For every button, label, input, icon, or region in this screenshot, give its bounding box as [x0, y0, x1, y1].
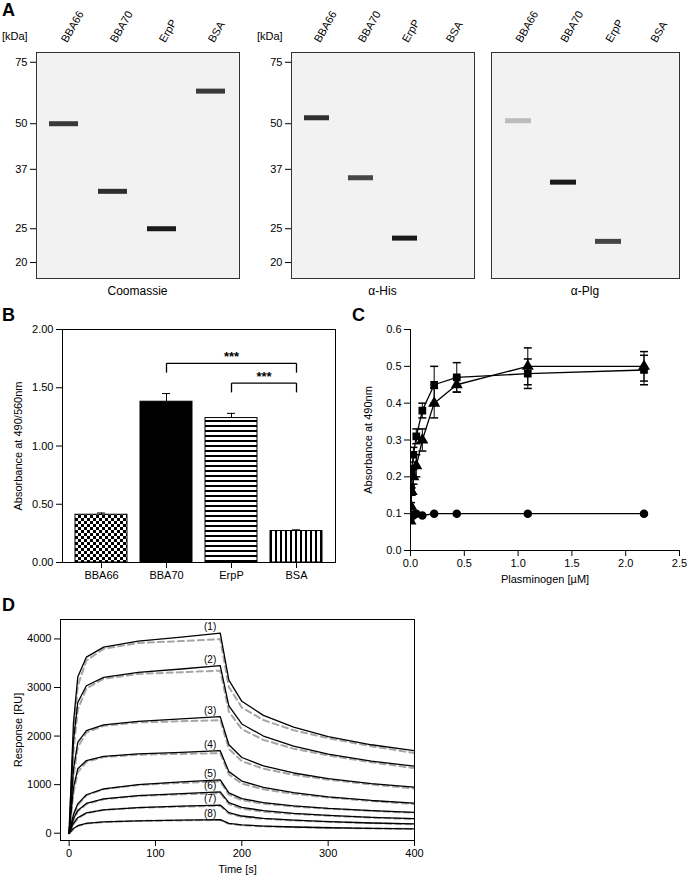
svg-text:0.5: 0.5 [386, 360, 401, 372]
svg-text:300: 300 [319, 847, 337, 859]
svg-text:0.1: 0.1 [386, 507, 401, 519]
svg-text:BBA70: BBA70 [558, 9, 586, 45]
html-text:[kDa]: [kDa] [257, 30, 283, 42]
svg-text:3000: 3000 [27, 681, 51, 693]
svg-text:***: *** [224, 349, 240, 364]
svg-text:20: 20 [270, 256, 282, 268]
svg-text:20: 20 [15, 256, 27, 268]
svg-text:Response [RU]: Response [RU] [12, 693, 24, 768]
svg-text:BBA66: BBA66 [311, 9, 339, 45]
svg-text:50: 50 [15, 117, 27, 129]
svg-text:(8): (8) [204, 808, 216, 819]
svg-text:ErpP: ErpP [156, 17, 179, 44]
svg-text:ErpP: ErpP [219, 569, 243, 581]
html-text:D: D [2, 595, 15, 615]
svg-text:25: 25 [15, 222, 27, 234]
html-text:C: C [352, 305, 365, 325]
svg-text:37: 37 [270, 163, 282, 175]
svg-text:(1): (1) [204, 621, 216, 632]
svg-text:(7): (7) [204, 793, 216, 804]
svg-text:BBA70: BBA70 [107, 9, 135, 45]
svg-text:BBA66: BBA66 [84, 569, 118, 581]
svg-text:ErpP: ErpP [603, 17, 626, 44]
svg-text:25: 25 [270, 222, 282, 234]
svg-text:1.5: 1.5 [564, 557, 579, 569]
svg-text:1000: 1000 [27, 778, 51, 790]
svg-text:1.0: 1.0 [510, 557, 525, 569]
svg-text:BBA70: BBA70 [149, 569, 183, 581]
svg-text:0.3: 0.3 [386, 434, 401, 446]
svg-text:2.5: 2.5 [672, 557, 687, 569]
svg-text:50: 50 [270, 117, 282, 129]
html-text:B: B [2, 305, 15, 325]
svg-text:0.2: 0.2 [386, 470, 401, 482]
svg-text:BSA: BSA [205, 19, 227, 45]
html-text:A: A [2, 0, 15, 20]
svg-text:0: 0 [45, 827, 51, 839]
svg-text:ErpP: ErpP [399, 17, 422, 44]
svg-text:(4): (4) [204, 739, 216, 750]
svg-text:0.0: 0.0 [403, 557, 418, 569]
svg-text:200: 200 [233, 847, 251, 859]
svg-text:(6): (6) [204, 780, 216, 791]
svg-text:0.6: 0.6 [386, 323, 401, 335]
svg-text:Absorbance at 490/560nm: Absorbance at 490/560nm [12, 381, 24, 510]
svg-text:75: 75 [15, 56, 27, 68]
svg-text:1.00: 1.00 [32, 440, 53, 452]
svg-text:0.5: 0.5 [457, 557, 472, 569]
svg-text:2000: 2000 [27, 730, 51, 742]
svg-text:Absorbance at 490nm: Absorbance at 490nm [362, 386, 374, 494]
svg-text:2.0: 2.0 [618, 557, 633, 569]
svg-text:(3): (3) [204, 705, 216, 716]
svg-text:BSA: BSA [285, 569, 308, 581]
svg-text:(5): (5) [204, 768, 216, 779]
svg-text:37: 37 [15, 163, 27, 175]
svg-text:2.00: 2.00 [32, 323, 53, 335]
html-text:[kDa]: [kDa] [2, 30, 28, 42]
svg-text:75: 75 [270, 56, 282, 68]
svg-text:0.4: 0.4 [386, 397, 401, 409]
svg-text:***: *** [256, 369, 272, 384]
svg-text:BSA: BSA [443, 19, 465, 45]
svg-text:Plasminogen [µM]: Plasminogen [µM] [501, 573, 589, 585]
html-text:α-His: α-His [368, 284, 397, 298]
svg-text:Time [s]: Time [s] [218, 863, 257, 875]
svg-text:BBA70: BBA70 [355, 9, 383, 45]
svg-text:4000: 4000 [27, 632, 51, 644]
svg-text:0.00: 0.00 [32, 556, 53, 568]
svg-text:BBA66: BBA66 [513, 9, 541, 45]
svg-text:0: 0 [66, 847, 72, 859]
svg-text:0.50: 0.50 [32, 498, 53, 510]
svg-text:(2): (2) [204, 654, 216, 665]
svg-text:400: 400 [405, 847, 423, 859]
html-text:α-Plg: α-Plg [570, 284, 600, 298]
svg-text:0.0: 0.0 [386, 544, 401, 556]
svg-text:BBA66: BBA66 [58, 9, 86, 45]
svg-text:100: 100 [146, 847, 164, 859]
html-text:Coomassie: Coomassie [107, 284, 168, 298]
svg-text:1.50: 1.50 [32, 381, 53, 393]
svg-text:BSA: BSA [648, 19, 670, 45]
